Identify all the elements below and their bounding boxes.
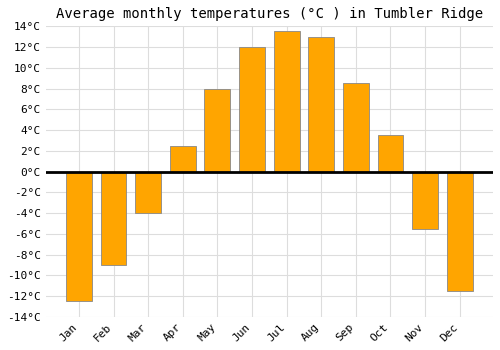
Bar [378, 135, 404, 172]
Bar [308, 37, 334, 172]
Bar [412, 172, 438, 229]
Bar [135, 172, 161, 213]
Bar [446, 172, 472, 291]
Bar [239, 47, 265, 172]
Title: Average monthly temperatures (°C ) in Tumbler Ridge: Average monthly temperatures (°C ) in Tu… [56, 7, 483, 21]
Bar [100, 172, 126, 265]
Bar [274, 32, 299, 172]
Bar [66, 172, 92, 301]
Bar [204, 89, 231, 172]
Bar [170, 146, 196, 172]
Bar [343, 83, 369, 172]
